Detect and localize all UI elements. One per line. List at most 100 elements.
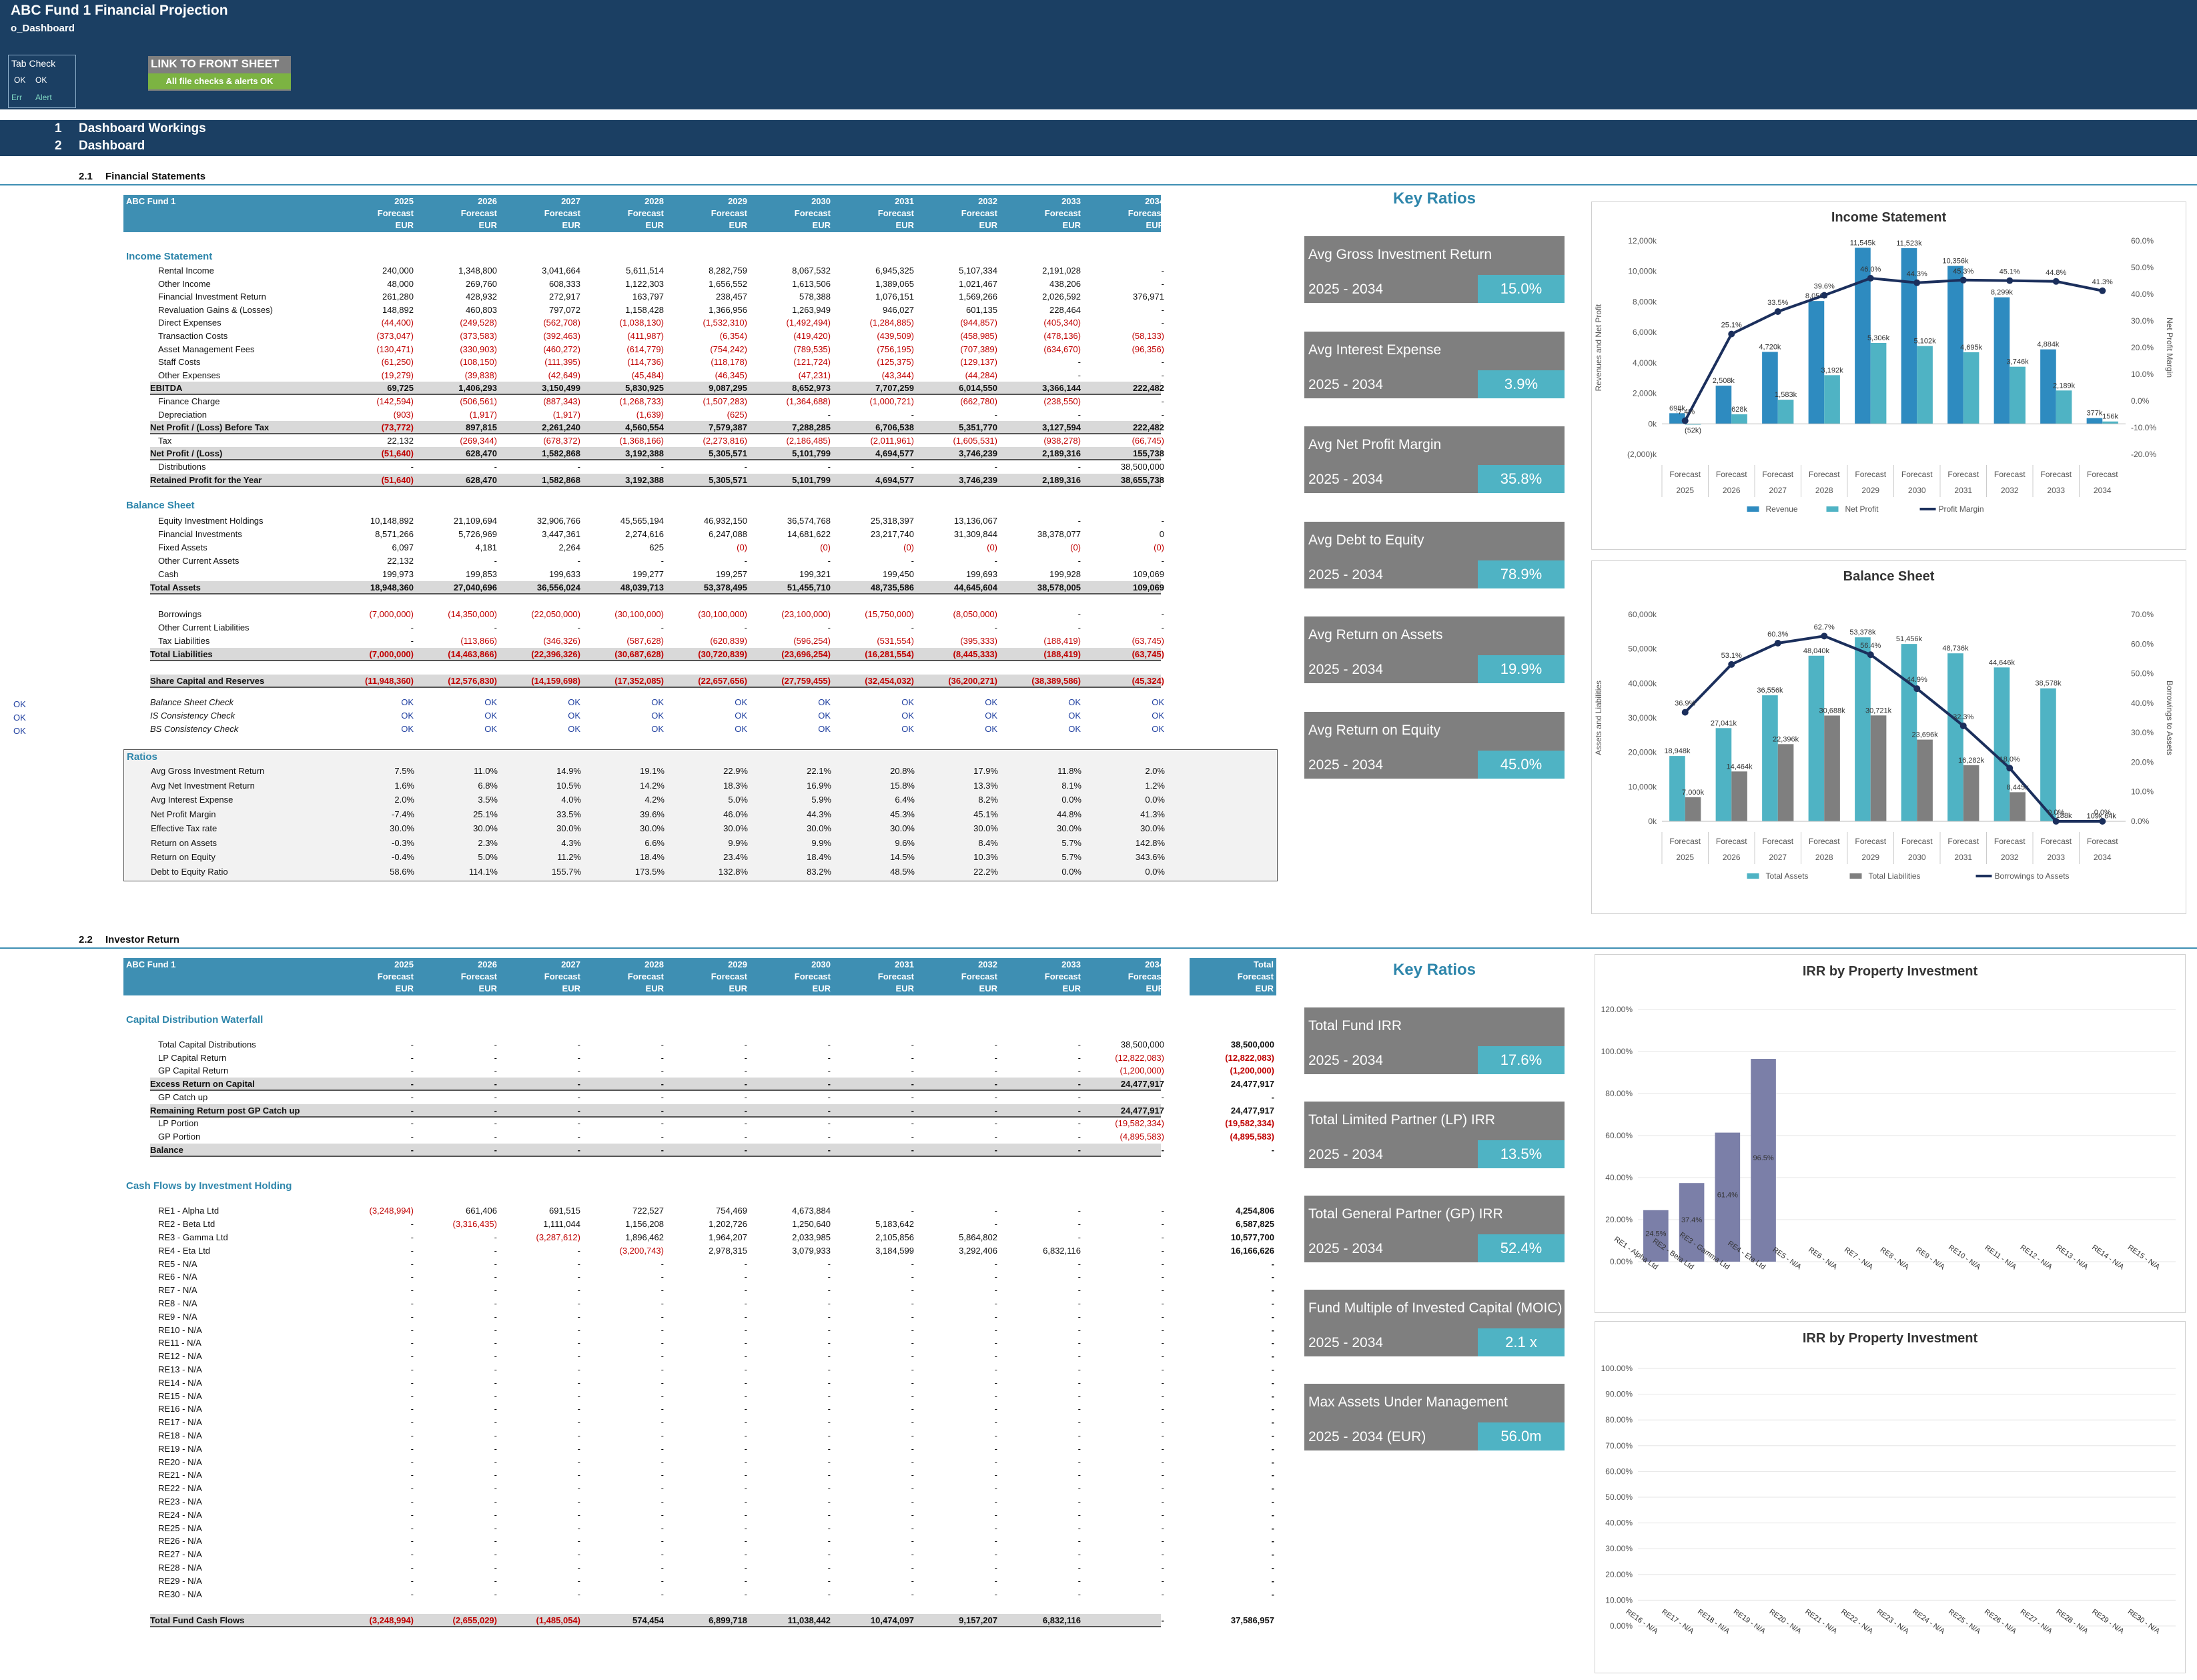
cashflow-row-value: - — [1161, 1443, 1164, 1454]
cashflow-row-value: - — [827, 1443, 831, 1454]
waterfall-row-value: - — [911, 1092, 914, 1102]
income-row-value: (19,279) — [381, 370, 414, 380]
ratio-row-value: 142.8% — [1135, 837, 1165, 848]
income-row-value: 3,192,388 — [625, 474, 664, 485]
ratio-row-value: 1.6% — [394, 780, 414, 791]
y2-tick-label: 0.0% — [2131, 817, 2150, 826]
income-row-value: - — [1077, 462, 1081, 472]
section-1-label[interactable]: Dashboard Workings — [79, 121, 206, 135]
cashflow-row-value: - — [494, 1404, 497, 1414]
x-tick-label: RE6 - N/A — [1807, 1246, 1839, 1272]
waterfall-row-value: 24,477,917 — [1120, 1079, 1164, 1090]
key-ratio-card: Avg Net Profit Margin 2025 - 2034 35.8% — [1304, 426, 1565, 493]
cashflow-row-value: - — [661, 1536, 664, 1547]
cashflow-row-value: - — [1161, 1390, 1164, 1401]
ir-header: ABC Fund 1 2025 Forecast EUR 2026 Forecast EUR… — [123, 958, 1164, 995]
waterfall-row-value: - — [494, 1066, 497, 1076]
balance-row-label: Total Liabilities — [150, 649, 213, 660]
waterfall-row-value: - — [994, 1092, 997, 1102]
cashflow-row-total: - — [1271, 1258, 1274, 1269]
income-row-value: 222,482 — [1133, 383, 1164, 394]
income-row-value: (130,471) — [376, 344, 414, 354]
y-tick-label: 2,000k — [1633, 389, 1657, 398]
cashflow-row-value: - — [827, 1496, 831, 1507]
y2-tick-label: -10.0% — [2131, 423, 2156, 432]
income-row-value: 1,021,467 — [959, 278, 997, 289]
cashflow-row-value: - — [661, 1390, 664, 1401]
legend-swatch — [1849, 873, 1862, 879]
waterfall-row-value: - — [577, 1066, 580, 1076]
cashflow-row-value: - — [744, 1364, 747, 1374]
tab-check-title: Tab Check — [11, 58, 56, 69]
y2-tick-label: 30.0% — [2131, 728, 2154, 737]
waterfall-row-value: - — [994, 1131, 997, 1142]
cashflow-row-value: - — [827, 1258, 831, 1269]
cashflow-row-value: - — [661, 1496, 664, 1507]
balance-row-value: (14,350,000) — [448, 609, 497, 620]
balance-row-value: 199,928 — [1049, 569, 1081, 580]
income-row-value: (114,736) — [627, 357, 664, 368]
x-tick-label: RE21 - N/A — [1803, 1608, 1839, 1636]
cashflow-row-value: - — [494, 1285, 497, 1296]
income-row-value: 5,305,571 — [709, 448, 747, 459]
balance-row-value: 48,735,586 — [870, 582, 914, 593]
balance-row-value: 27,040,696 — [453, 582, 497, 593]
y-tick-label: 120.00% — [1601, 1005, 1633, 1014]
income-row-value: 2,189,316 — [1042, 474, 1081, 485]
cashflow-row-value: - — [494, 1351, 497, 1362]
key-ratio-name: Total General Partner (GP) IRR — [1308, 1206, 1503, 1222]
bar-data-label: 377k — [2087, 410, 2103, 418]
cashflow-row-value: - — [661, 1523, 664, 1533]
subsection-num: 2.1 — [79, 171, 93, 182]
x-tick-label: RE8 - N/A — [1879, 1246, 1911, 1272]
section-2-label[interactable]: Dashboard — [79, 139, 145, 153]
bar-data-label: 2,189k — [2053, 382, 2076, 390]
ratio-row-value: 7.5% — [394, 766, 414, 777]
balance-row-value: - — [1161, 556, 1164, 566]
waterfall-row-value: - — [494, 1092, 497, 1102]
cashflow-row-total: - — [1271, 1523, 1274, 1533]
bar-data-label: 5,306k — [1867, 334, 1890, 342]
cashflow-row-value: - — [577, 1523, 580, 1533]
ir-forecast: Forecast — [377, 971, 414, 981]
check-row-label: IS Consistency Check — [150, 711, 236, 721]
ratio-row-value: 30.0% — [640, 823, 665, 834]
waterfall-title: Capital Distribution Waterfall — [126, 1014, 264, 1025]
x-tick-label: 2028 — [1815, 853, 1833, 862]
cashflow-row-value: - — [911, 1470, 914, 1481]
check-row-value: OK — [1152, 697, 1164, 708]
income-row-value: (2,011,961) — [870, 435, 914, 446]
sheet-name: o_Dashboard — [11, 23, 75, 34]
link-to-front-sheet-button[interactable]: LINK TO FRONT SHEET All file checks & al… — [148, 56, 291, 91]
bar-data-label: 8,299k — [1991, 289, 2014, 297]
ratio-row-value: 2.0% — [1145, 766, 1165, 777]
balance-row-value: 36,574,768 — [787, 516, 831, 526]
cashflow-row-value: - — [494, 1575, 497, 1586]
y-tick-label: 50.00% — [1605, 1493, 1633, 1502]
ratio-row-label: Debt to Equity Ratio — [151, 866, 228, 877]
waterfall-row-value: (1,200,000) — [1120, 1066, 1165, 1076]
income-row-value: 7,288,285 — [792, 422, 831, 433]
cashflow-row-value: - — [911, 1509, 914, 1520]
income-chart-title: Income Statement — [1831, 210, 1947, 225]
cashflow-row-value: - — [827, 1377, 831, 1388]
financial-statements-table: ABC Fund 1 2025 Forecast EUR 2026 Forecast EUR… — [123, 195, 1278, 909]
waterfall-row-value: - — [827, 1039, 831, 1049]
cashflow-row-value: - — [661, 1298, 664, 1308]
fs-forecast: Forecast — [877, 208, 914, 218]
ratio-row-value: -0.4% — [392, 852, 414, 863]
cashflow-row-value: - — [410, 1523, 414, 1533]
income-row-value: (51,640) — [381, 474, 414, 485]
cashflow-row-value: - — [744, 1258, 747, 1269]
cashflow-row-value: - — [494, 1232, 497, 1242]
cashflow-row-value: - — [410, 1338, 414, 1348]
income-row-value: 155,738 — [1133, 448, 1164, 459]
y2-tick-label: 0.0% — [2131, 396, 2150, 406]
x-tick-label: 2033 — [2047, 853, 2065, 862]
subsection-title: Financial Statements — [105, 171, 206, 182]
cashflow-row-value: - — [827, 1536, 831, 1547]
check-row-value: OK — [651, 724, 664, 735]
waterfall-row-value: - — [661, 1052, 664, 1063]
cashflow-row-value: - — [827, 1456, 831, 1467]
cashflow-row-value: (3,248,994) — [369, 1206, 414, 1216]
